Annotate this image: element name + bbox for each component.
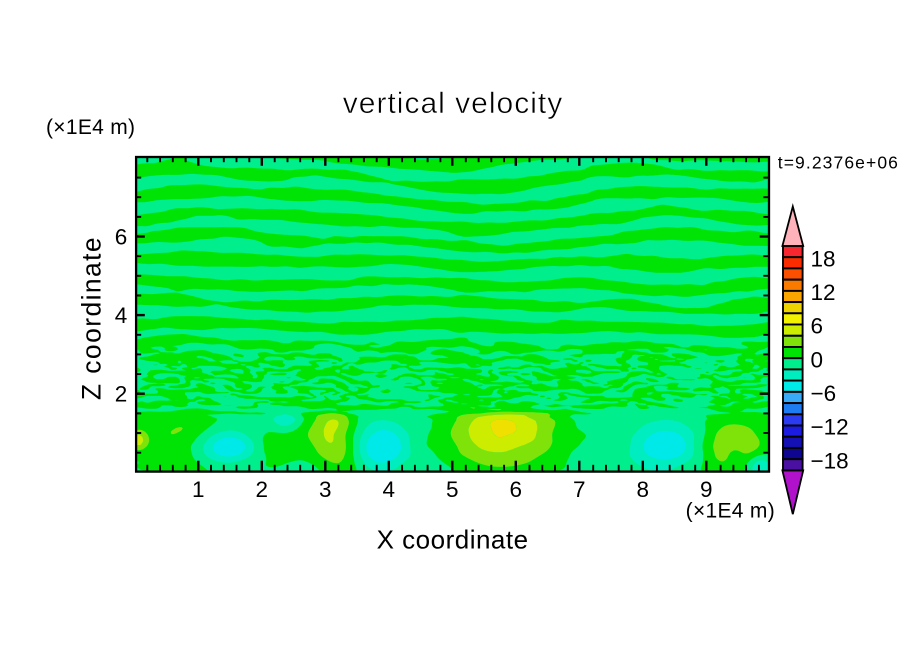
svg-text:t=9.2376e+06: t=9.2376e+06 [778,153,899,173]
svg-text:18: 18 [811,246,836,271]
svg-text:5: 5 [446,477,459,502]
svg-text:0: 0 [811,347,824,372]
svg-text:(×1E4 m): (×1E4 m) [46,116,135,139]
svg-text:(×1E4 m): (×1E4 m) [686,500,775,523]
svg-text:Z coordinate: Z coordinate [77,236,107,400]
svg-text:X coordinate: X coordinate [377,525,529,555]
svg-text:3: 3 [319,477,332,502]
svg-text:−12: −12 [811,415,849,440]
svg-text:−18: −18 [811,448,849,473]
svg-text:6: 6 [115,224,128,249]
svg-text:1: 1 [192,477,205,502]
svg-text:7: 7 [573,477,586,502]
svg-text:12: 12 [811,280,836,305]
svg-text:8: 8 [637,477,650,502]
svg-text:2: 2 [115,382,128,407]
svg-text:6: 6 [510,477,523,502]
svg-text:9: 9 [700,477,713,502]
svg-text:6: 6 [811,314,824,339]
svg-text:4: 4 [383,477,396,502]
svg-text:4: 4 [115,303,128,328]
svg-text:2: 2 [256,477,269,502]
svg-text:vertical velocity: vertical velocity [343,87,563,120]
svg-text:−6: −6 [811,381,837,406]
